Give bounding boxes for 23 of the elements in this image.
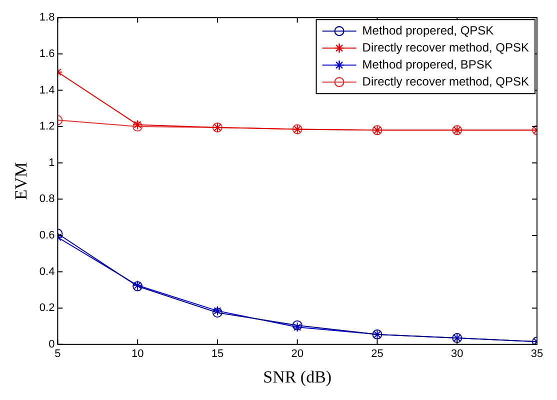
legend-label: Method propered, BPSK	[362, 57, 492, 72]
y-tick-label: 0	[48, 338, 55, 350]
y-tick-label: 0.8	[39, 193, 55, 206]
y-tick-label: 1.6	[39, 48, 55, 60]
x-tick-label: 25	[371, 348, 384, 360]
legend-label: Method propered, QPSK	[362, 23, 494, 38]
x-tick-label: 15	[211, 348, 224, 360]
x-tick-label: 20	[291, 348, 304, 360]
y-axis-title: EVM	[12, 162, 31, 200]
y-tick-label: 1.4	[39, 84, 55, 96]
y-tick-label: 0.4	[39, 266, 55, 278]
x-tick-label: 30	[450, 348, 464, 360]
legend-label: Directly recover method, QPSK	[362, 74, 530, 88]
x-axis-title: SNR (dB)	[263, 367, 332, 386]
y-tick-label: 1.8	[39, 12, 55, 24]
x-tick-label: 10	[131, 348, 144, 360]
legend-label: Directly recover method, QPSK	[362, 40, 530, 54]
y-tick-label: 0.6	[39, 230, 55, 242]
x-tick-label: 35	[530, 348, 544, 360]
y-tick-label: 0.2	[39, 302, 55, 314]
y-tick-label: 1.2	[39, 120, 55, 133]
y-tick-label: 1	[48, 156, 55, 169]
x-tick-label: 5	[54, 348, 61, 360]
